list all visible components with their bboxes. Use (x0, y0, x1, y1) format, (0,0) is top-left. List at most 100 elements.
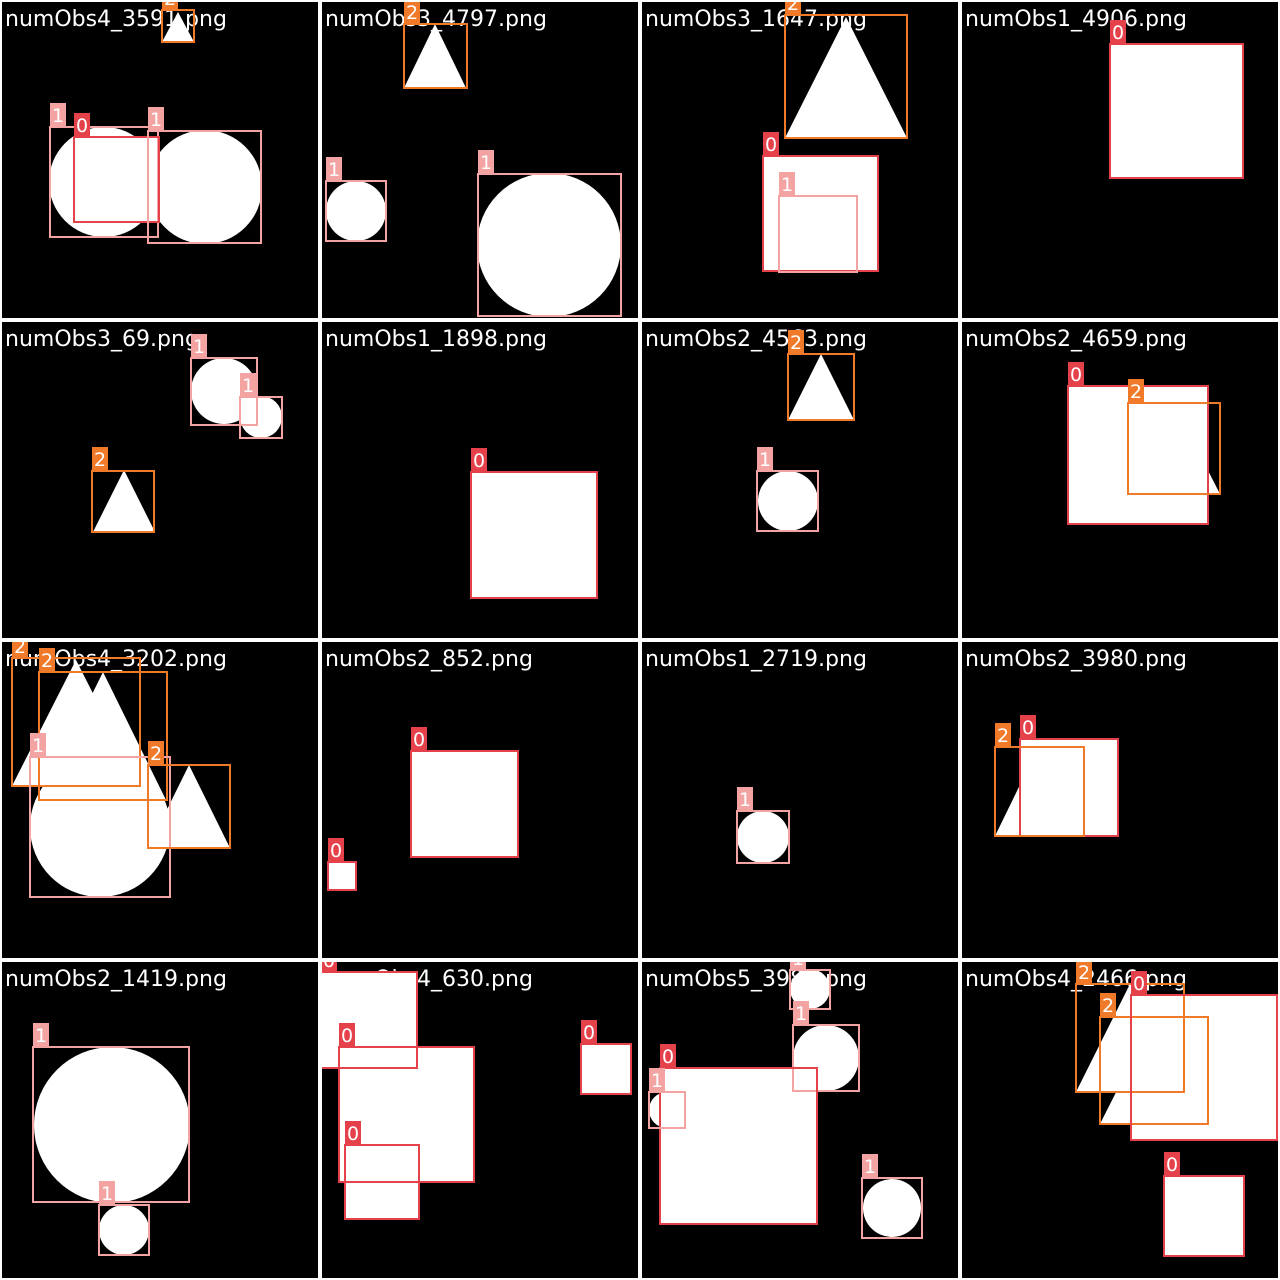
class-label: 2 (41, 650, 53, 672)
bounding-box[interactable] (403, 23, 468, 89)
circle-shape (649, 1092, 685, 1128)
circle-shape (477, 173, 621, 317)
filename-label: numObs3_69.png (5, 327, 199, 352)
image-tile[interactable]: numObs1_2719.png 1 (642, 642, 958, 958)
class-label: 0 (341, 1025, 353, 1047)
class-tag-bg (1076, 962, 1092, 984)
class-tag-bg (148, 741, 164, 765)
class-label: 0 (323, 962, 335, 972)
bounding-box[interactable] (1163, 1175, 1245, 1257)
circle-shape (790, 969, 830, 1009)
class-tag-bg (345, 1121, 361, 1145)
bounding-box[interactable] (1127, 402, 1221, 495)
bounding-box[interactable] (789, 969, 831, 1010)
tile-canvas: 11 (32, 1023, 190, 1256)
image-tile[interactable]: numObs2_3980.png 0 2 (962, 642, 1278, 958)
image-tile[interactable]: numObs1_4906.png 0 (962, 2, 1278, 318)
bounding-box[interactable] (344, 1144, 420, 1220)
class-label: 0 (413, 729, 425, 751)
bounding-box[interactable] (659, 1067, 818, 1225)
filename-label: numObs2_1419.png (5, 967, 227, 992)
filename-label: numObs2_852.png (325, 647, 533, 672)
bounding-box[interactable] (648, 1091, 686, 1129)
bounding-box[interactable] (239, 396, 283, 439)
bounding-box[interactable] (73, 136, 160, 223)
class-tag-bg (581, 1020, 597, 1044)
bounding-box[interactable] (147, 764, 231, 849)
class-label: 1 (792, 962, 804, 970)
image-tile[interactable]: numObs4_2466.png 2 2 0 0 (962, 962, 1278, 1278)
filename-label: numObs1_4906.png (965, 7, 1187, 32)
bounding-box[interactable] (994, 746, 1085, 837)
bounding-box[interactable] (784, 14, 908, 139)
tile-canvas: 00 (327, 727, 519, 891)
class-label: 2 (164, 2, 176, 10)
class-label: 1 (328, 159, 340, 181)
bounding-box[interactable] (11, 657, 141, 787)
bounding-box[interactable] (190, 357, 258, 426)
class-tag-bg (660, 1044, 676, 1068)
class-tag-bg (92, 447, 108, 471)
bounding-box[interactable] (29, 756, 171, 898)
bounding-box[interactable] (91, 470, 155, 533)
class-label: 1 (739, 789, 751, 811)
bounding-box[interactable] (861, 1177, 923, 1239)
tile-canvas: 0 0 0 0 (322, 962, 632, 1220)
bounding-box[interactable] (787, 353, 855, 421)
bounding-box[interactable] (325, 180, 387, 242)
class-label: 1 (52, 105, 64, 127)
bounding-box[interactable] (1099, 1016, 1209, 1125)
image-tile[interactable]: numObs1_1898.png 0 (322, 322, 638, 638)
class-label: 1 (101, 1183, 113, 1205)
image-tile[interactable]: numObs4_630.png0000 (322, 962, 638, 1278)
class-label: 0 (765, 134, 777, 156)
class-label: 1 (864, 1156, 876, 1178)
circle-shape (240, 396, 282, 438)
tile-canvas: 2 1 1 (325, 2, 622, 317)
bounding-box[interactable] (147, 130, 262, 244)
image-tile[interactable]: numObs3_1647.png 2 0 1 (642, 2, 958, 318)
bounding-box[interactable] (338, 1046, 475, 1183)
bounding-box[interactable] (736, 810, 790, 864)
class-tag-bg (326, 157, 342, 181)
bounding-box[interactable] (1130, 994, 1278, 1141)
class-label: 1 (35, 1025, 47, 1047)
bounding-box[interactable] (322, 971, 418, 1069)
class-label: 2 (150, 743, 162, 765)
circle-shape (863, 1179, 921, 1237)
bounding-box[interactable] (98, 1204, 150, 1256)
square-shape (581, 1044, 631, 1094)
filename-label: numObs2_3980.png (965, 647, 1187, 672)
class-tag-bg (1100, 993, 1116, 1017)
image-tile[interactable]: numObs2_852.png 0 0 (322, 642, 638, 958)
class-tag-bg (788, 330, 804, 354)
image-tile[interactable]: numObs2_1419.png 1 1 (2, 962, 318, 1278)
image-tile[interactable]: numObs2_4563.png 2 1 (642, 322, 958, 638)
class-label: 1 (242, 375, 254, 397)
image-tile[interactable]: numObs2_4659.png 0 2 (962, 322, 1278, 638)
class-label: 1 (651, 1070, 663, 1092)
bounding-box[interactable] (792, 1024, 860, 1092)
class-tag-bg (74, 113, 90, 137)
triangle-shape (785, 17, 907, 138)
bounding-box[interactable] (756, 470, 819, 532)
square-shape (1020, 739, 1118, 837)
class-tag-bg (411, 727, 427, 751)
image-tile[interactable]: numObs4_3591.png2101 (2, 2, 318, 318)
class-tag-bg (404, 2, 420, 24)
class-label: 2 (94, 449, 106, 471)
bounding-box[interactable] (1109, 43, 1244, 179)
class-tag-bg (191, 334, 207, 358)
image-tile[interactable]: numObs5_3989.png11011 (642, 962, 958, 1278)
bounding-box[interactable] (410, 750, 519, 858)
class-tag-bg (148, 107, 164, 131)
bounding-box[interactable] (778, 195, 858, 273)
image-tile[interactable]: numObs3_4797.png 2 1 1 (322, 2, 638, 318)
circle-shape (30, 757, 170, 897)
image-tile[interactable]: numObs3_69.png 1 1 2 (2, 322, 318, 638)
bounding-box[interactable] (477, 173, 622, 317)
image-tile[interactable]: numObs4_3202.png 2 2 1 2 (2, 642, 318, 958)
bounding-box[interactable] (580, 1043, 632, 1095)
bounding-box[interactable] (470, 471, 598, 599)
